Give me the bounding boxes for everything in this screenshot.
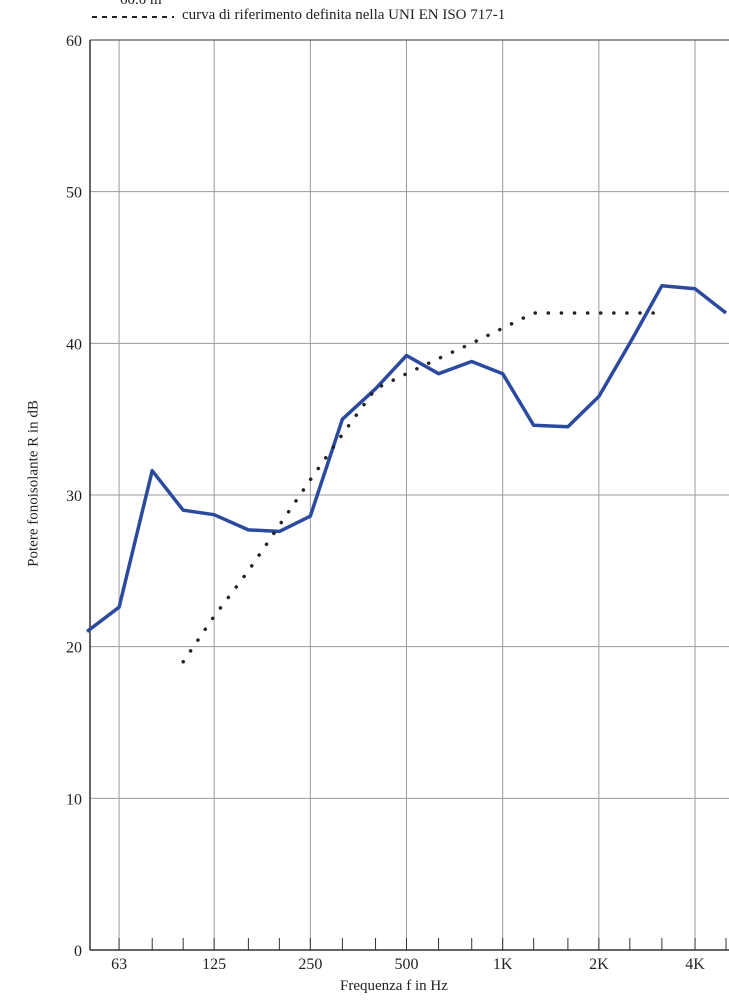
y-axis-title: Potere fonoisolante R in dB [25, 400, 42, 567]
y-tick-label: 50 [66, 185, 82, 202]
y-tick-label: 10 [66, 791, 82, 808]
series-measured-line [85, 283, 728, 633]
grid [89, 39, 729, 951]
legend-reference-label: curva di riferimento definita nella UNI … [182, 7, 506, 23]
x-tick-label: 1K [493, 956, 513, 973]
y-tick-label: 40 [66, 336, 82, 353]
y-tick-labels: 0 10 20 30 40 50 60 [66, 33, 82, 960]
x-ticks [118, 938, 727, 950]
x-tick-label: 63 [111, 956, 127, 973]
x-tick-labels: 63 125 250 500 1K 2K 4K [111, 956, 705, 973]
x-tick-label: 500 [395, 956, 419, 973]
y-tick-label: 0 [74, 943, 82, 960]
x-tick-label: 2K [589, 956, 609, 973]
x-axis-title: Frequenza f in Hz [340, 978, 448, 994]
y-tick-label: 20 [66, 640, 82, 657]
x-tick-label: 250 [298, 956, 322, 973]
x-tick-label: 125 [202, 956, 226, 973]
x-tick-label: 4K [685, 956, 705, 973]
legend-top-label: 60.0 m [120, 0, 162, 8]
y-tick-label: 60 [66, 33, 82, 50]
series [85, 283, 728, 664]
y-tick-label: 30 [66, 488, 82, 505]
